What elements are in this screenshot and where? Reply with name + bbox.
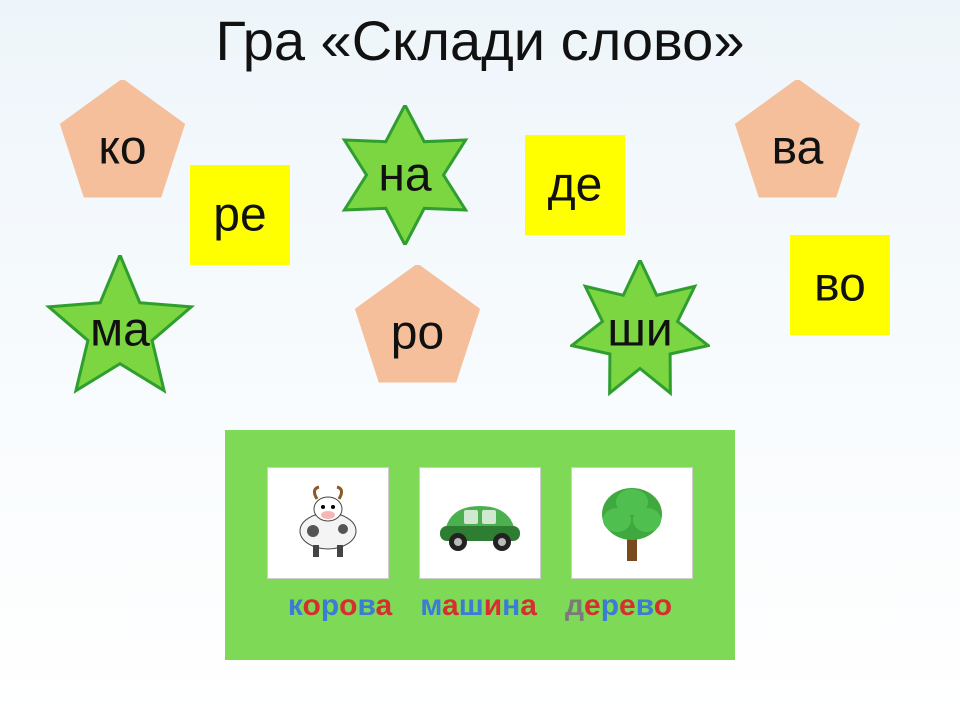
syllable-label: ро [391, 305, 444, 360]
word-машина: машина [420, 589, 537, 623]
syllable-label: во [814, 258, 866, 313]
syllable-label: ко [98, 120, 146, 175]
page-title: Гра «Склади слово» [0, 8, 960, 73]
syllable-label: на [378, 148, 431, 203]
card-car[interactable] [419, 467, 541, 579]
syllable-label: ре [213, 188, 266, 243]
syllable-shi[interactable]: ши [570, 260, 710, 400]
syllable-ko[interactable]: ко [55, 80, 190, 215]
answer-cards [267, 467, 693, 579]
syllable-label: ма [90, 303, 150, 358]
cow-icon [283, 481, 373, 566]
syllable-de[interactable]: де [525, 135, 625, 235]
card-tree[interactable] [571, 467, 693, 579]
syllable-vo[interactable]: во [790, 235, 890, 335]
car-icon [430, 486, 530, 561]
syllable-ro[interactable]: ро [350, 265, 485, 400]
card-cow[interactable] [267, 467, 389, 579]
word-дерево: дерево [565, 589, 672, 623]
answer-panel: корова машина дерево [225, 430, 735, 660]
syllable-label: де [548, 158, 603, 213]
syllable-ma[interactable]: ма [45, 255, 195, 405]
answer-words: корова машина дерево [288, 589, 672, 623]
tree-icon [587, 476, 677, 571]
syllable-va[interactable]: ва [730, 80, 865, 215]
syllable-label: ва [772, 120, 824, 175]
syllable-re[interactable]: ре [190, 165, 290, 265]
syllable-label: ши [607, 303, 672, 358]
word-корова: корова [288, 589, 392, 623]
syllable-na[interactable]: на [335, 105, 475, 245]
